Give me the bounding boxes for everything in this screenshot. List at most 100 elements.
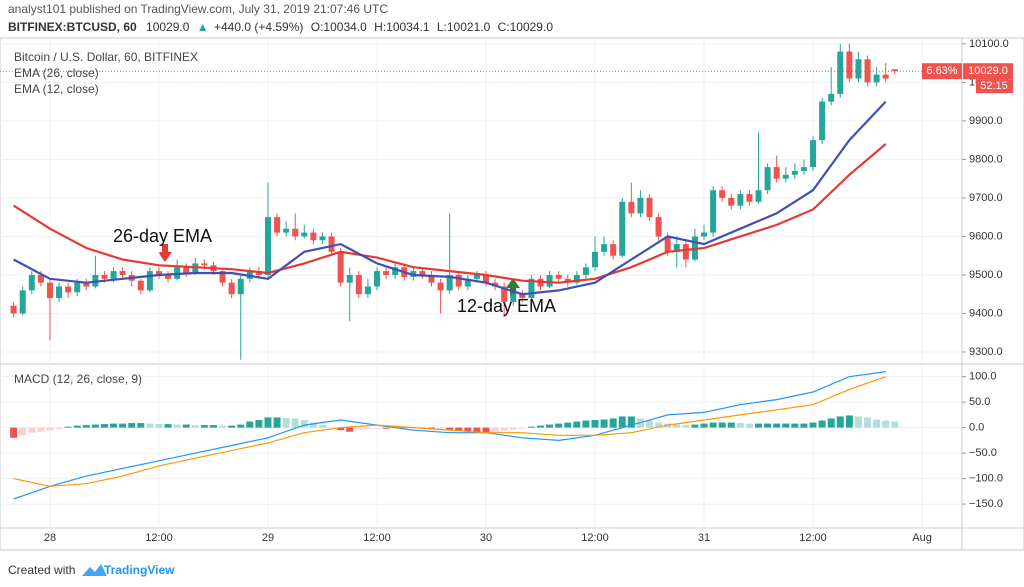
histogram-bar: [400, 427, 408, 429]
y-tick-label: −150.0: [969, 498, 1003, 510]
pane-title: Bitcoin / U.S. Dollar, 60, BITFINEX: [14, 50, 198, 64]
histogram-bar: [155, 424, 163, 428]
y-tick-label: 9400.0: [969, 307, 1003, 319]
candle-body: [56, 286, 63, 299]
histogram-bar: [491, 427, 499, 433]
y-tick-label: 9900.0: [969, 115, 1003, 127]
histogram-bar: [891, 421, 899, 428]
histogram-bar: [845, 415, 853, 428]
candle-body: [673, 244, 680, 252]
x-tick-label: 29: [262, 532, 274, 544]
candle-body: [10, 305, 17, 314]
candle-body: [619, 201, 626, 256]
last: 10029.0: [146, 20, 190, 34]
candle-body: [637, 197, 644, 214]
arrow-down: [158, 244, 172, 262]
histogram-bar: [91, 424, 99, 428]
histogram-bar: [228, 425, 236, 428]
histogram-bar: [691, 424, 699, 428]
candle-body: [719, 190, 726, 198]
candle-body: [392, 267, 399, 275]
line-series: [13, 376, 886, 487]
candle-body: [664, 236, 671, 252]
x-tick-label: 12:00: [581, 532, 609, 544]
price-box: [963, 63, 1013, 80]
histogram-bar: [500, 427, 508, 431]
candle-body: [701, 232, 708, 237]
candle-body: [682, 244, 689, 260]
candle-body: [746, 194, 753, 202]
candle-body: [355, 274, 362, 295]
candle-body: [519, 294, 526, 299]
line-series: [13, 371, 886, 500]
countdown-box: [976, 79, 1013, 94]
histogram-bar: [600, 419, 608, 428]
histogram-bar: [800, 423, 808, 428]
histogram-bar: [309, 422, 317, 428]
candle-body: [419, 271, 426, 275]
candle-body: [800, 167, 807, 171]
candle-body: [546, 274, 553, 287]
y-tick-label: 9300.0: [969, 346, 1003, 358]
candle-body: [19, 290, 26, 314]
symbol: BITFINEX:BTCUSD, 60: [8, 20, 137, 34]
candle-body: [501, 286, 508, 302]
arrow-up: [506, 278, 520, 296]
histogram-bar: [146, 423, 154, 428]
histogram-bar: [300, 420, 308, 428]
candle-body: [573, 274, 580, 283]
pane-title: MACD (12, 26, close, 9): [14, 372, 142, 386]
histogram-bar: [373, 427, 381, 429]
candle-body: [110, 271, 117, 279]
histogram-bar: [646, 420, 654, 428]
histogram-bar: [291, 418, 299, 428]
histogram-bar: [655, 422, 663, 428]
candle-body: [301, 232, 308, 237]
histogram-bar: [37, 427, 45, 432]
change-box: [922, 63, 962, 80]
y-tick-label: 10100.0: [969, 38, 1009, 50]
candle-body: [165, 274, 172, 279]
candle-body: [755, 190, 762, 202]
histogram-bar: [609, 418, 617, 428]
candle-body: [646, 197, 653, 218]
x-tick-label: 31: [698, 532, 710, 544]
ohlc: H:10034.1: [374, 20, 430, 34]
histogram-bar: [82, 425, 90, 428]
candle-body: [74, 282, 81, 293]
candle-body: [237, 278, 244, 295]
annotation: 12-day EMA: [457, 296, 556, 316]
candle-body: [65, 286, 72, 293]
histogram-bar: [755, 423, 763, 428]
candle-body: [482, 274, 489, 283]
histogram-bar: [836, 416, 844, 428]
histogram-bar: [173, 424, 181, 428]
candle-body: [819, 101, 826, 141]
histogram-bar: [73, 425, 81, 428]
line-series: [13, 100, 887, 296]
histogram-bar: [537, 425, 545, 428]
histogram-bar: [773, 423, 781, 428]
histogram-bar: [219, 425, 227, 428]
histogram-bar: [46, 427, 54, 431]
candle-body: [528, 278, 535, 299]
candle-body: [328, 236, 335, 252]
histogram-bar: [437, 427, 445, 429]
histogram-bar: [736, 423, 744, 428]
y-tick-label: 100.0: [969, 371, 997, 383]
candle-body: [274, 217, 281, 233]
y-tick-label: 0.0: [969, 422, 984, 434]
candle-body: [37, 274, 44, 283]
histogram-bar: [555, 423, 563, 428]
y-tick-label: 9600.0: [969, 230, 1003, 242]
histogram-bar: [873, 419, 881, 428]
candle-body: [728, 197, 735, 206]
y-tick-label: −100.0: [969, 473, 1003, 485]
y-tick-label: 9500.0: [969, 269, 1003, 281]
y-tick-label: −50.0: [969, 447, 997, 459]
histogram-bar: [573, 421, 581, 428]
candle-body: [773, 167, 780, 179]
histogram-bar: [627, 416, 635, 428]
histogram-bar: [318, 425, 326, 428]
